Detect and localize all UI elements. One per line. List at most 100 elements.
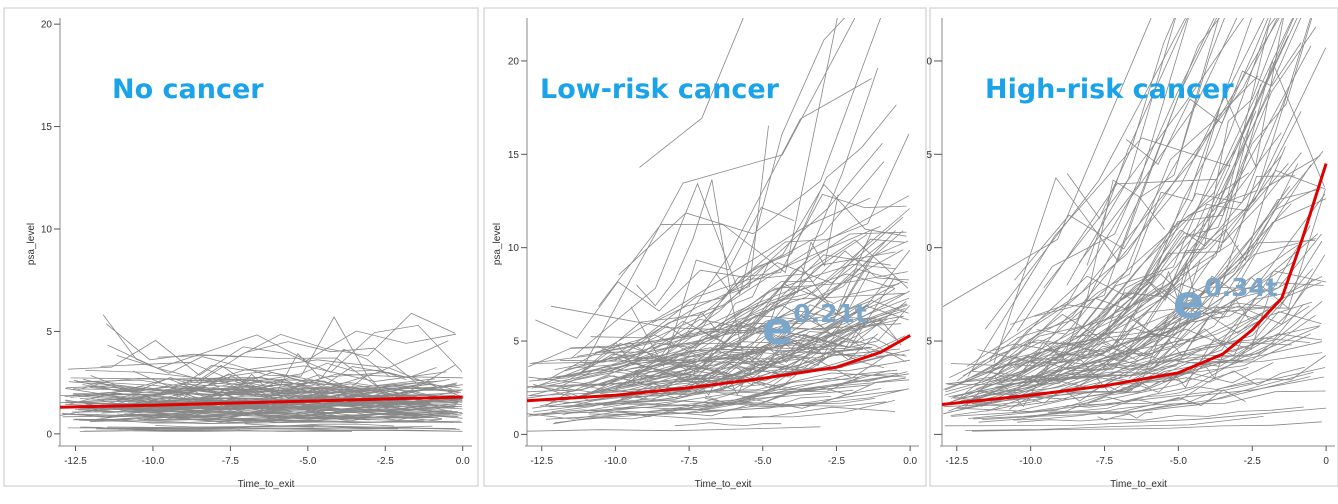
x-tick-label: -12.5 [64, 456, 87, 467]
patient-trace [684, 320, 846, 357]
patient-trace [1109, 240, 1323, 355]
y-tick-label: 0 [46, 429, 52, 440]
patient-trace [549, 197, 870, 379]
panel-title: Low-risk cancer [540, 74, 780, 105]
patient-trace [618, 18, 882, 276]
patient-trace [1086, 18, 1188, 266]
x-tick-label: -10.0 [142, 456, 165, 467]
patient-trace [1010, 18, 1278, 325]
patient-trace [715, 194, 839, 357]
patient-trace [133, 430, 353, 432]
patient-trace [531, 195, 910, 364]
patient-trace [704, 381, 792, 404]
patient-trace [998, 18, 1238, 373]
chart-panel-1: 0 5 10 15 20 -12.5 -10.0 -7.5 -5.0 -2.5 0.0 Time_to… [3, 7, 479, 490]
patient-trace [1097, 411, 1153, 421]
patient-trace [992, 155, 1282, 369]
x-tick-label: -2.5 [377, 456, 395, 467]
panel-frame [483, 7, 927, 487]
patient-trace [108, 385, 457, 400]
patient-trace [950, 188, 1317, 416]
x-tick-label: -12.5 [945, 456, 968, 467]
patient-trace [144, 397, 463, 410]
y-tick-label: 15 [508, 150, 520, 161]
patient-trace [999, 18, 1302, 384]
patient-trace [563, 351, 875, 404]
patient-trace [968, 150, 1324, 402]
patient-trace [962, 18, 1265, 377]
patient-trace [651, 104, 897, 324]
patient-trace [945, 281, 1322, 385]
patient-trace [1162, 366, 1306, 386]
patient-trace [537, 133, 910, 380]
patient-trace [984, 18, 1186, 330]
patient-trace [72, 415, 454, 423]
patient-trace [96, 427, 456, 430]
patient-trace [535, 183, 907, 339]
patient-trace [527, 249, 911, 388]
individual-traces [60, 312, 463, 432]
x-axis-label: Time_to_exit [695, 479, 752, 490]
y-tick-label: 0 [926, 56, 932, 67]
patient-trace [989, 18, 1215, 361]
patient-trace [1048, 376, 1324, 414]
patient-trace [548, 376, 859, 408]
patient-trace [562, 271, 870, 391]
patient-trace [597, 359, 910, 385]
growth-rate-base: e [762, 301, 793, 355]
patient-trace [729, 335, 825, 372]
patient-trace [993, 18, 1218, 364]
patient-trace [954, 352, 1323, 409]
patient-trace [589, 391, 856, 414]
patient-trace [1017, 406, 1304, 423]
y-axis-label: psa_level [26, 223, 37, 265]
patient-trace [1019, 306, 1291, 378]
patient-trace [551, 371, 908, 413]
x-tick-label: -10.0 [1019, 456, 1042, 467]
mean-trend-line [526, 334, 911, 403]
patient-trace [1014, 18, 1220, 281]
patient-trace [159, 412, 445, 421]
patient-trace [988, 152, 1302, 374]
patient-trace [74, 418, 418, 423]
patient-trace [90, 365, 447, 403]
patient-trace [944, 172, 1250, 391]
patient-trace [982, 301, 1313, 420]
patient-trace [950, 75, 1259, 384]
y-tick-label: 10 [41, 225, 53, 236]
patient-trace [183, 378, 463, 392]
chart-panel-2: 0 5 10 15 20 -12.5 -10.0 -7.5 -5.0 -2.5 0.0 Time_to… [483, 7, 927, 490]
x-tick-label: -12.5 [530, 456, 553, 467]
patient-trace [957, 60, 1325, 386]
patient-trace [528, 275, 896, 397]
patient-trace [244, 423, 395, 427]
patient-trace [578, 406, 896, 421]
patient-trace [116, 341, 460, 388]
patient-trace [604, 225, 881, 362]
x-tick-label: 0.0 [456, 456, 470, 467]
patient-trace [77, 373, 350, 392]
patient-trace [85, 370, 463, 393]
x-tick-label: -7.5 [222, 456, 240, 467]
x-tick-label: 0 [1323, 456, 1329, 467]
y-tick-label: 0 [926, 243, 932, 254]
patient-trace [550, 230, 904, 333]
x-tick-label: -2.5 [1244, 456, 1262, 467]
patient-trace [570, 18, 845, 359]
x-axis-label: Time_to_exit [238, 479, 295, 490]
x-axis-label: Time_to_exit [1110, 479, 1167, 490]
patient-trace [944, 308, 1272, 396]
patient-trace [83, 378, 458, 395]
patient-trace [95, 377, 432, 397]
patient-trace [1104, 146, 1286, 335]
patient-trace [554, 389, 854, 424]
patient-trace [143, 418, 461, 424]
patient-trace [636, 125, 769, 307]
y-tick-label: 20 [508, 56, 520, 67]
patient-trace [995, 18, 1253, 379]
chart-panel-3: 5 0 5 0 -12.5 -10.0 -7.5 -5.0 -2.5 0 Time_to_exit H… [926, 7, 1338, 490]
patient-trace [527, 426, 821, 432]
patient-trace [658, 78, 872, 361]
patient-trace [994, 259, 1201, 382]
